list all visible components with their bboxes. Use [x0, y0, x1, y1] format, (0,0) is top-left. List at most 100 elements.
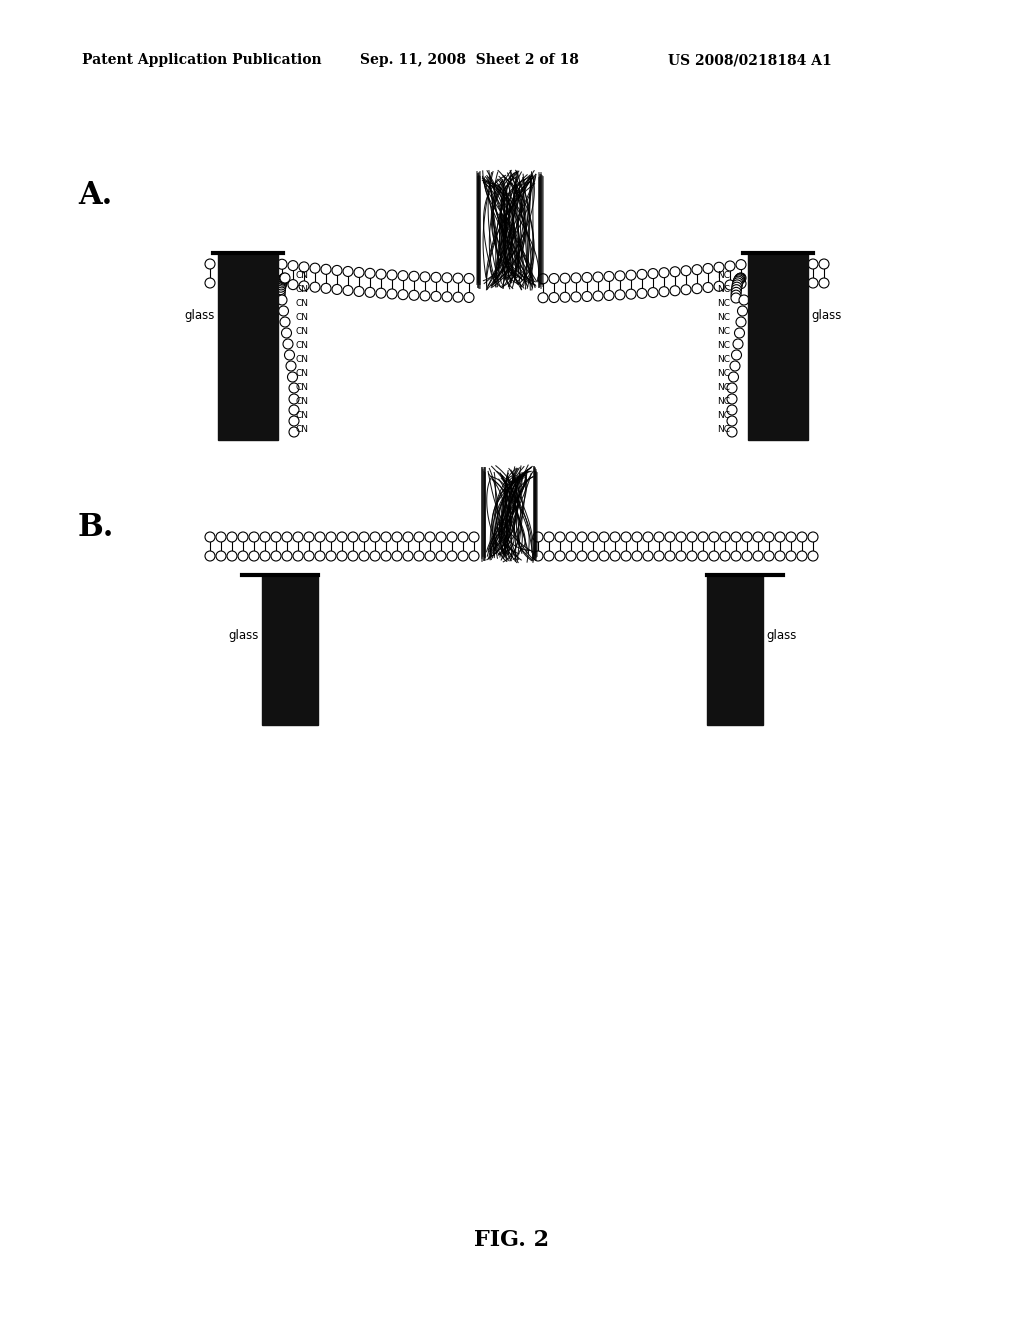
Circle shape	[593, 272, 603, 282]
Circle shape	[381, 550, 391, 561]
Circle shape	[275, 285, 286, 294]
Text: glass: glass	[811, 309, 842, 322]
Circle shape	[588, 532, 598, 543]
Circle shape	[469, 550, 479, 561]
Circle shape	[315, 532, 325, 543]
Circle shape	[734, 273, 744, 284]
Text: NC: NC	[717, 411, 730, 420]
Circle shape	[566, 532, 575, 543]
Circle shape	[238, 532, 248, 543]
Circle shape	[464, 293, 474, 302]
Circle shape	[753, 532, 763, 543]
Text: NC: NC	[717, 285, 730, 293]
Circle shape	[626, 271, 636, 280]
Circle shape	[687, 550, 697, 561]
Circle shape	[670, 267, 680, 277]
Circle shape	[359, 532, 369, 543]
Circle shape	[670, 285, 680, 296]
Circle shape	[260, 532, 270, 543]
Circle shape	[304, 532, 314, 543]
Circle shape	[227, 532, 237, 543]
Circle shape	[709, 532, 719, 543]
Circle shape	[665, 532, 675, 543]
Circle shape	[304, 550, 314, 561]
Circle shape	[403, 532, 413, 543]
Circle shape	[714, 281, 724, 292]
Circle shape	[732, 282, 741, 292]
Text: CN: CN	[296, 326, 309, 335]
Circle shape	[731, 293, 741, 304]
Text: glass: glass	[766, 628, 797, 642]
Circle shape	[593, 290, 603, 301]
Circle shape	[692, 264, 702, 275]
Circle shape	[337, 550, 347, 561]
Circle shape	[348, 550, 358, 561]
Circle shape	[654, 550, 664, 561]
Circle shape	[786, 532, 796, 543]
Circle shape	[731, 288, 741, 297]
Circle shape	[376, 288, 386, 298]
Circle shape	[288, 260, 298, 271]
Circle shape	[577, 550, 587, 561]
Circle shape	[648, 288, 658, 297]
Circle shape	[321, 264, 331, 275]
Circle shape	[733, 339, 743, 348]
Circle shape	[733, 276, 743, 286]
Circle shape	[736, 273, 746, 282]
Circle shape	[370, 532, 380, 543]
Circle shape	[275, 293, 285, 304]
Circle shape	[288, 372, 298, 381]
Circle shape	[458, 550, 468, 561]
Circle shape	[310, 282, 319, 292]
Circle shape	[549, 273, 559, 284]
Circle shape	[610, 532, 620, 543]
Circle shape	[376, 269, 386, 280]
Text: Patent Application Publication: Patent Application Publication	[82, 53, 322, 67]
Circle shape	[736, 260, 746, 269]
Circle shape	[282, 532, 292, 543]
Text: CN: CN	[296, 271, 309, 280]
Circle shape	[398, 289, 408, 300]
Circle shape	[659, 286, 669, 297]
Circle shape	[216, 532, 226, 543]
Circle shape	[205, 550, 215, 561]
Circle shape	[819, 259, 829, 269]
Circle shape	[731, 350, 741, 360]
Text: NC: NC	[717, 355, 730, 363]
Circle shape	[626, 289, 636, 300]
Circle shape	[731, 290, 741, 300]
Circle shape	[288, 280, 298, 289]
Circle shape	[681, 265, 691, 276]
Circle shape	[736, 317, 746, 327]
Text: A.: A.	[78, 180, 113, 210]
Text: CN: CN	[296, 383, 309, 392]
Circle shape	[637, 288, 647, 298]
Circle shape	[278, 276, 288, 286]
Circle shape	[370, 550, 380, 561]
Circle shape	[615, 271, 625, 281]
Circle shape	[555, 532, 565, 543]
Circle shape	[775, 550, 785, 561]
Circle shape	[398, 271, 408, 281]
Circle shape	[538, 273, 548, 284]
Circle shape	[819, 279, 829, 288]
Text: glass: glass	[184, 309, 215, 322]
Circle shape	[734, 275, 743, 285]
Circle shape	[436, 532, 446, 543]
Circle shape	[414, 532, 424, 543]
Bar	[707, 576, 763, 725]
Text: US 2008/0218184 A1: US 2008/0218184 A1	[668, 53, 831, 67]
Circle shape	[727, 405, 737, 414]
Circle shape	[725, 261, 735, 271]
Circle shape	[279, 273, 289, 284]
Circle shape	[544, 532, 554, 543]
Circle shape	[599, 550, 609, 561]
Bar	[748, 253, 808, 440]
Text: Sep. 11, 2008  Sheet 2 of 18: Sep. 11, 2008 Sheet 2 of 18	[360, 53, 579, 67]
Circle shape	[278, 279, 287, 288]
Circle shape	[205, 279, 215, 288]
Circle shape	[387, 271, 397, 280]
Text: CN: CN	[296, 425, 309, 433]
Text: NC: NC	[717, 383, 730, 392]
Circle shape	[571, 292, 581, 302]
